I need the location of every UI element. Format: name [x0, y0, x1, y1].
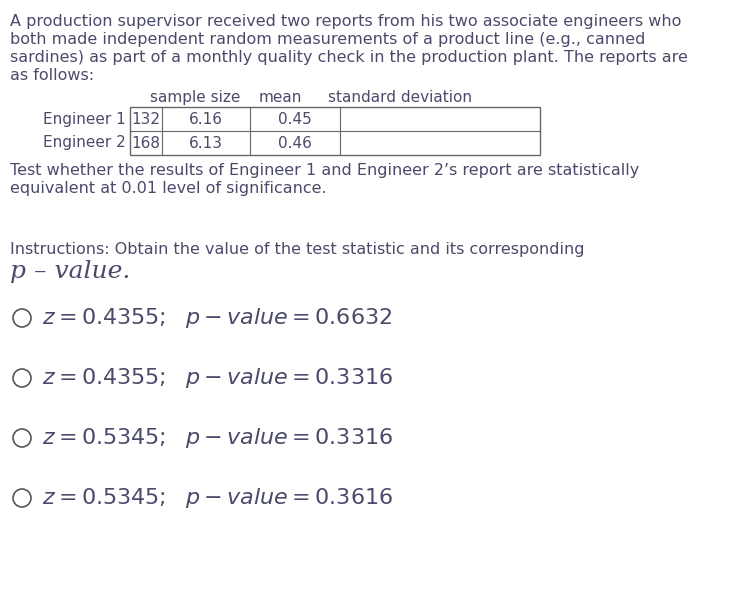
Text: both made independent random measurements of a product line (e.g., canned: both made independent random measurement…	[10, 32, 645, 47]
Bar	[130, 107, 540, 155]
Text: mean: mean	[258, 90, 302, 105]
Text: equivalent at 0.01 level of significance.: equivalent at 0.01 level of significance…	[10, 181, 327, 196]
Text: $z = 0.4355;\ \ p-value = 0.6632$: $z = 0.4355;\ \ p-value = 0.6632$	[42, 306, 393, 330]
Text: $z = 0.5345;\ \ p-value = 0.3616$: $z = 0.5345;\ \ p-value = 0.3616$	[42, 486, 393, 510]
Text: p – value.: p – value.	[10, 260, 130, 283]
Text: $z = 0.4355;\ \ p-value = 0.3316$: $z = 0.4355;\ \ p-value = 0.3316$	[42, 366, 393, 390]
Text: 168: 168	[132, 135, 161, 151]
Text: standard deviation: standard deviation	[328, 90, 472, 105]
Text: A production supervisor received two reports from his two associate engineers wh: A production supervisor received two rep…	[10, 14, 681, 29]
Text: as follows:: as follows:	[10, 68, 94, 83]
Text: 6.16: 6.16	[189, 112, 223, 126]
Text: Engineer 1: Engineer 1	[43, 112, 126, 126]
Text: $z = 0.5345;\ \ p-value = 0.3316$: $z = 0.5345;\ \ p-value = 0.3316$	[42, 426, 393, 450]
Text: Engineer 2: Engineer 2	[43, 135, 126, 151]
Text: 6.13: 6.13	[189, 135, 223, 151]
Text: 0.45: 0.45	[278, 112, 312, 126]
Text: Test whether the results of Engineer 1 and Engineer 2’s report are statistically: Test whether the results of Engineer 1 a…	[10, 163, 639, 178]
Text: sample size: sample size	[150, 90, 240, 105]
Text: 0.46: 0.46	[278, 135, 312, 151]
Text: sardines) as part of a monthly quality check in the production plant. The report: sardines) as part of a monthly quality c…	[10, 50, 688, 65]
Text: Instructions: Obtain the value of the test statistic and its corresponding: Instructions: Obtain the value of the te…	[10, 242, 585, 257]
Text: 132: 132	[132, 112, 161, 126]
